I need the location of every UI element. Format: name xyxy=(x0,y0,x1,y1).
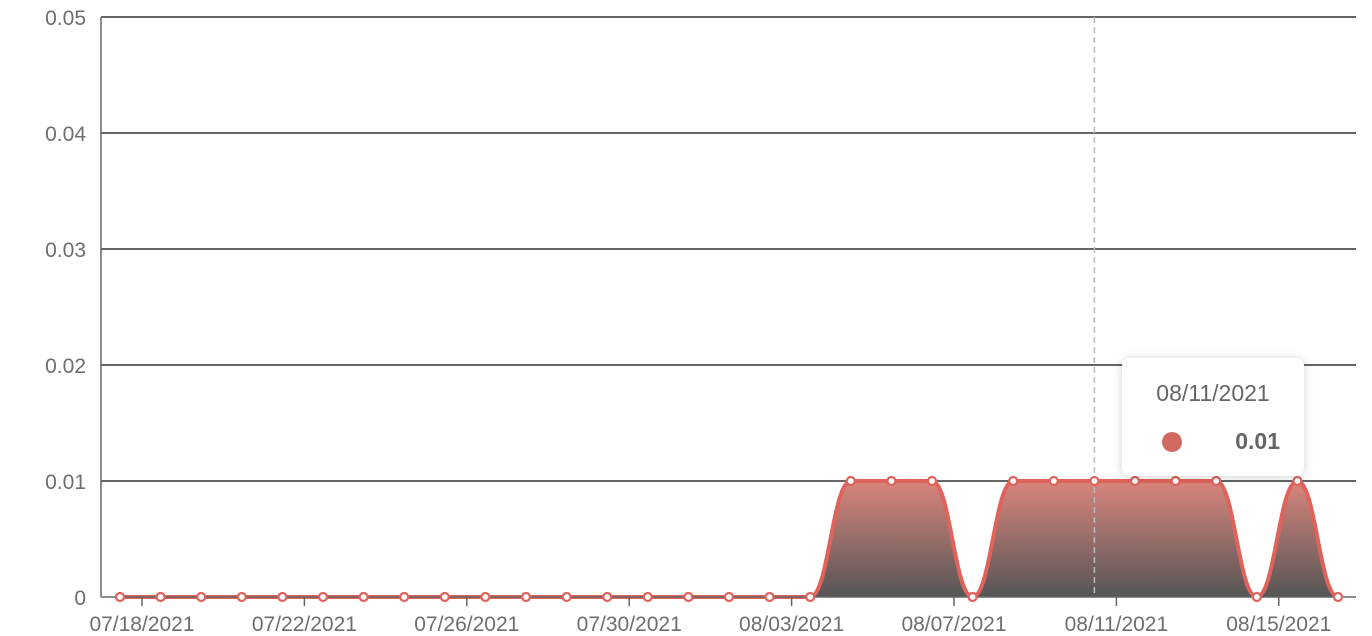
data-point[interactable] xyxy=(399,591,410,603)
tick-label-layer: 0 0.01 0.02 0.03 0.04 0.05 07/18/2021 07/22/202… xyxy=(45,7,1331,636)
data-point[interactable] xyxy=(886,475,897,487)
data-point[interactable] xyxy=(561,591,572,603)
data-point[interactable] xyxy=(1170,475,1181,487)
x-tick-label: 08/15/2021 xyxy=(1226,613,1331,636)
data-point[interactable] xyxy=(1211,475,1222,487)
data-point[interactable] xyxy=(926,475,938,487)
x-tick-label: 07/30/2021 xyxy=(577,613,682,636)
data-point[interactable] xyxy=(277,591,288,603)
data-point[interactable] xyxy=(317,591,329,603)
x-tick-label: 07/26/2021 xyxy=(414,613,519,636)
data-point[interactable] xyxy=(805,591,816,603)
data-point[interactable] xyxy=(439,591,450,603)
tooltip-date: 08/11/2021 xyxy=(1156,380,1270,406)
x-tick-label: 08/03/2021 xyxy=(739,613,844,636)
data-point[interactable] xyxy=(1332,591,1344,603)
data-point[interactable] xyxy=(1129,475,1141,487)
data-point[interactable] xyxy=(723,591,735,603)
data-point[interactable] xyxy=(1008,475,1019,487)
data-point[interactable] xyxy=(845,475,856,487)
data-point[interactable] xyxy=(683,591,694,603)
y-tick-label: 0.01 xyxy=(45,471,86,494)
data-point[interactable] xyxy=(114,591,126,603)
area-layer xyxy=(119,478,1339,600)
y-tick-label: 0.02 xyxy=(45,355,86,378)
data-point[interactable] xyxy=(1089,475,1100,487)
data-point[interactable] xyxy=(358,591,369,603)
data-point[interactable] xyxy=(764,591,775,603)
data-point[interactable] xyxy=(602,591,613,603)
x-tick-label: 07/18/2021 xyxy=(89,613,194,636)
data-point[interactable] xyxy=(642,591,653,603)
y-tick-label: 0.05 xyxy=(45,7,86,30)
tooltip-value: 0.01 xyxy=(1235,428,1280,454)
x-tick-label: 07/22/2021 xyxy=(252,613,357,636)
x-tick-label: 08/07/2021 xyxy=(901,613,1006,636)
y-tick-label: 0 xyxy=(74,587,86,610)
data-point[interactable] xyxy=(480,591,491,603)
series-area xyxy=(120,481,1338,597)
data-point[interactable] xyxy=(196,591,207,603)
y-tick-label: 0.03 xyxy=(45,239,86,262)
data-point[interactable] xyxy=(967,591,978,603)
data-point[interactable] xyxy=(155,591,166,603)
points-layer[interactable] xyxy=(114,475,1344,603)
data-point[interactable] xyxy=(1292,475,1303,487)
data-point[interactable] xyxy=(520,591,532,603)
x-tick-label: 08/11/2021 xyxy=(1065,613,1169,636)
data-point[interactable] xyxy=(1251,591,1262,603)
y-tick-label: 0.04 xyxy=(45,123,86,146)
tooltip-series-dot-icon xyxy=(1162,432,1182,452)
data-point[interactable] xyxy=(1048,475,1059,487)
data-point[interactable] xyxy=(236,591,247,603)
chart-tooltip: 08/11/2021 0.01 xyxy=(1122,358,1304,476)
